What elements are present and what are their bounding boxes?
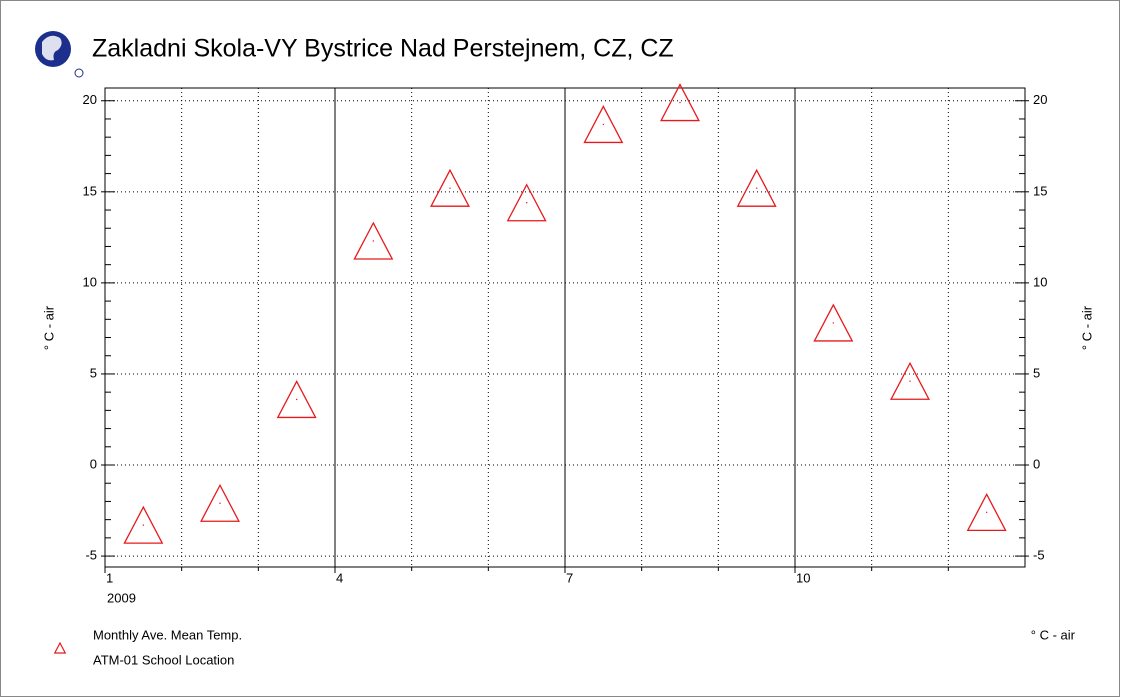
x-year-label: 2009 (107, 590, 136, 605)
point-center (679, 101, 681, 104)
x-tick-label: 7 (566, 570, 573, 585)
point-center (295, 398, 298, 401)
point-center (142, 524, 145, 526)
y2-tick-label: 20 (1033, 92, 1047, 107)
x-tick-label: 10 (796, 570, 810, 585)
point (966, 492, 1007, 532)
point (123, 505, 164, 544)
point-center (909, 380, 911, 382)
y-tick-label: 5 (90, 365, 97, 380)
point-center (832, 322, 835, 324)
legend-marker (53, 641, 67, 654)
plot-frame (104, 87, 1026, 568)
y2-tick-label: 5 (1033, 365, 1040, 380)
y2-tick-label: -5 (1033, 548, 1045, 563)
point (276, 380, 317, 419)
y2-tick-label: 10 (1033, 274, 1047, 289)
y-axis-label: ° C - air (41, 305, 56, 350)
point (200, 483, 240, 522)
point (353, 221, 394, 260)
legend-sublabel: ATM-01 School Location (93, 652, 234, 667)
y-tick-label: 15 (83, 183, 97, 198)
point (506, 183, 547, 222)
point (583, 105, 624, 144)
y2-tick-label: 15 (1033, 183, 1047, 198)
point-center (755, 187, 758, 189)
point-center (372, 240, 375, 242)
y2-tick-label: 0 (1033, 456, 1040, 471)
point-center (602, 123, 605, 126)
point (813, 303, 854, 342)
x-tick-label: 4 (336, 570, 343, 585)
point-center (449, 187, 451, 189)
point-center (219, 502, 221, 504)
x-tick-label: 1 (106, 570, 113, 585)
chart-title: Zakladni Skola-VY Bystrice Nad Perstejne… (92, 35, 674, 63)
logo (35, 31, 84, 78)
y-tick-label: 10 (83, 274, 97, 289)
y2-axis-label: ° C - air (1079, 305, 1094, 350)
y-tick-label: 20 (83, 92, 97, 107)
y-tick-label: -5 (85, 548, 97, 563)
point-center (985, 511, 988, 514)
point (660, 83, 700, 122)
point-center (525, 202, 528, 204)
y-tick-label: 0 (90, 456, 97, 471)
point (736, 168, 777, 207)
point (430, 168, 470, 207)
legend-label: Monthly Ave. Mean Temp. (93, 627, 242, 642)
legend-unit: ° C - air (1031, 627, 1076, 642)
point (890, 361, 930, 400)
